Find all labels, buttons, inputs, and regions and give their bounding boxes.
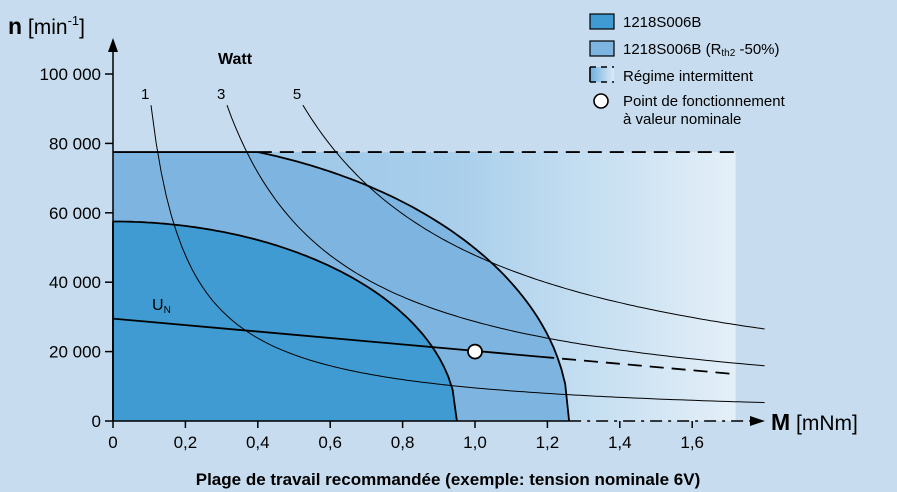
power-curve-5w [302,104,765,330]
x-tick-label: 0,2 [174,433,198,452]
legend-circle-icon [593,93,609,109]
legend-label-continuous: 1218S006B [623,14,701,31]
legend-label-operating-point-2: à valeur nominale [623,111,741,128]
x-tick-label: 0 [108,433,117,452]
legend-label-reduced: 1218S006B (Rth2 -50%) [623,41,780,59]
power-curve-label-1: 1 [141,86,149,103]
y-tick-label: 40 000 [49,273,101,292]
y-tick-label: 60 000 [49,204,101,223]
chart-caption: Plage de travail recommandée (exemple: t… [196,470,701,489]
power-curve-1w [150,105,765,404]
x-tick-label: 1,6 [680,433,704,452]
y-tick-label: 80 000 [49,134,101,153]
legend-label-intermittent: Régime intermittent [623,68,754,85]
x-axis-title: M [mNm] [771,409,858,435]
legend-swatch-reduced [589,40,615,57]
un-line-dashed [540,355,736,376]
y-tick-label: 20 000 [49,343,101,362]
y-axis-title: n [min-1] [8,13,85,39]
x-tick-label: 0,4 [246,433,270,452]
x-tick-label: 1,0 [463,433,487,452]
un-label: UN [152,297,171,316]
x-axis-arrow-icon [750,416,765,426]
power-curve-label-3: 3 [217,86,225,103]
y-tick-label: 0 [92,412,101,431]
x-tick-label: 0,6 [318,433,342,452]
operating-point [467,343,483,360]
power-curve-label-5: 5 [293,86,301,103]
y-tick-label: 100 000 [40,65,101,84]
x-tick-label: 0,8 [391,433,415,452]
power-curve-3w [226,105,765,367]
watt-label: Watt [218,51,253,68]
legend: 1218S006B 1218S006B (Rth2 -50%) Régime i… [589,13,786,128]
legend-swatch-intermittent [590,67,614,82]
reduced-boundary [257,151,570,422]
x-tick-label: 1,4 [608,433,632,452]
legend-swatch-continuous [589,13,615,30]
x-tick-label: 1,2 [536,433,560,452]
continuous-boundary [112,220,458,422]
y-axis-arrow-icon [108,38,118,52]
continuous-region [113,221,457,421]
legend-label-operating-point: Point de fonctionnement [623,93,786,110]
